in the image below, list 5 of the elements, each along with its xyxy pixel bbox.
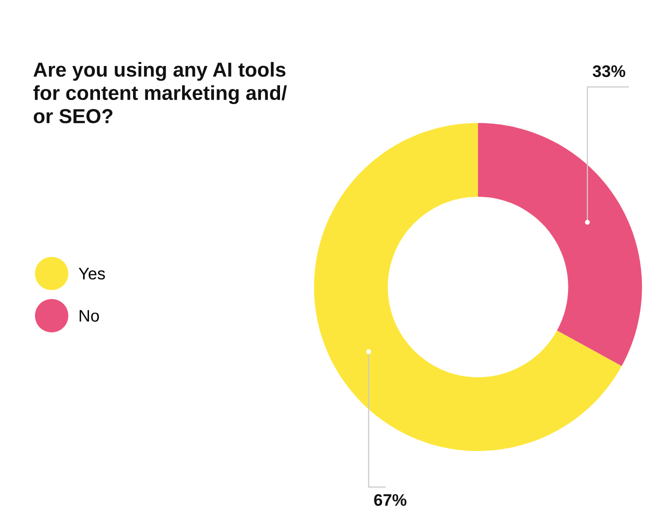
data-label: 67% xyxy=(374,494,406,506)
text: Are you using any AI tools for content marketing and/ or SEO? xyxy=(33,62,287,124)
legend-label: Yes xyxy=(78,268,105,280)
legend-label: No xyxy=(80,310,99,322)
data-label: 33% xyxy=(592,65,626,78)
